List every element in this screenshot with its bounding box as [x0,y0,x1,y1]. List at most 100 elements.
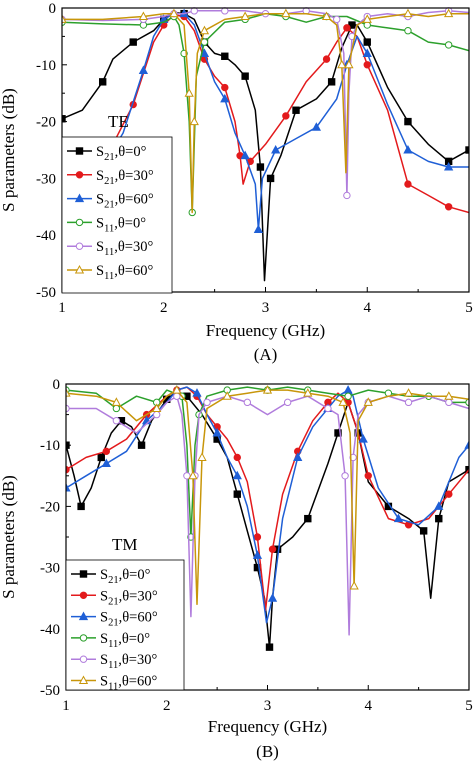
data-point-s2-10 [212,427,222,437]
data-point-s2-12 [232,470,242,480]
data-point-s0-4 [129,38,137,46]
data-point-s5-8 [188,470,198,480]
legend-label: S11,θ=60° [100,674,157,693]
data-point-s2-16 [267,593,278,602]
data-point-s1-28 [444,203,453,211]
legend-marker [74,264,85,274]
data-point-s2-20 [311,122,322,131]
x-tick-label: 5 [465,698,473,714]
legend: S21,θ=0° S21,θ=30° S21,θ=60° S11,θ=0° S11,θ=… [61,136,173,294]
data-point-s4-14 [333,15,341,24]
data-point-s0-16 [256,163,265,171]
data-point-s5-2 [111,397,122,406]
x-tick-label: 3 [264,698,272,714]
data-point-s4-28 [445,398,453,407]
data-point-s2-4 [138,65,149,74]
data-point-s1-24 [364,472,372,480]
mode-label: TE [108,112,129,131]
data-point-s4-14 [243,398,252,407]
data-point-s5-24 [403,8,413,18]
data-point-s1-24 [363,61,371,69]
legend: S21,θ=0° S21,θ=30° S21,θ=60° S11,θ=0° S11,θ=… [65,559,185,693]
x-tick-label: 4 [365,698,373,714]
y-axis-title: S parameters (dB) [0,475,18,599]
data-point-s1-28 [445,490,453,498]
y-axis-title: S parameters (dB) [0,88,18,212]
legend-entry-4: S11,θ=30° [67,239,153,258]
data-point-s5-4 [152,403,162,412]
data-point-s5-20 [344,59,354,69]
legend-entry-1: S21,θ=30° [67,168,154,187]
legend-entry-3: S11,θ=0° [71,631,150,650]
data-point-s5-26 [444,391,454,400]
data-point-s2-14 [252,550,263,559]
data-point-s1-22 [343,24,351,32]
y-tick-label: -40 [40,622,60,638]
x-tick-label: 2 [160,300,168,316]
data-point-s0-14 [241,72,249,80]
y-tick-label: -50 [36,285,56,301]
data-point-s1-12 [221,83,229,92]
legend-label: S11,θ=0° [100,631,150,650]
data-point-s0-26 [334,429,342,437]
legend-entry-1: S21,θ=30° [71,588,158,607]
data-point-s2-30 [464,440,469,449]
data-point-s0-20 [265,643,274,651]
y-tick-label: 0 [49,1,57,17]
data-point-s5-6 [184,88,194,97]
y-tick-label: 0 [53,377,61,393]
y-tick-label: -10 [40,438,60,454]
data-point-s1-2 [102,447,111,456]
legend-marker [79,655,88,663]
panel-label: (A) [254,345,278,364]
data-point-s2-26 [393,513,404,523]
legend-label: S11,θ=30° [96,239,153,258]
data-point-s0-2 [99,78,107,86]
data-point-s2-26 [403,144,413,154]
y-tick-label: -30 [40,561,60,577]
legend-entry-5: S11,θ=60° [71,674,157,693]
data-point-s4-0 [66,404,70,413]
data-point-s1-14 [253,533,262,541]
x-axis-title: Frequency (GHz) [206,321,325,340]
x-tick-label: 3 [262,300,270,316]
data-point-s5-24 [403,388,414,397]
series-group [62,7,469,282]
data-point-s3-22 [444,41,453,49]
legend-marker [75,171,84,179]
data-point-s2-18 [293,452,303,461]
legend-entry-0: S21,θ=0° [67,144,147,163]
data-point-s3-2 [112,404,121,413]
legend-entry-3: S11,θ=0° [67,215,146,234]
legend-label: S21,θ=30° [96,168,154,187]
data-point-s0-0 [62,115,66,123]
data-point-s0-8 [137,441,146,449]
data-point-s5-20 [349,580,359,590]
x-axis-title: Frequency (GHz) [208,717,327,736]
data-point-s0-20 [292,106,300,114]
legend-marker [75,147,84,155]
data-point-s5-26 [444,8,454,18]
data-point-s5-4 [169,8,179,18]
legend-marker [75,218,84,227]
legend-label: S21,θ=60° [96,192,154,211]
data-point-s5-18 [337,59,347,69]
data-point-s0-2 [77,502,85,511]
x-tick-label: 1 [62,698,70,714]
data-point-s1-20 [322,55,331,63]
legend-entry-2: S21,θ=60° [67,192,154,211]
data-point-s0-26 [363,38,371,46]
data-point-s2-18 [271,144,281,154]
data-point-s0-24 [304,514,312,523]
legend-box [65,559,185,691]
data-point-s0-32 [419,527,428,535]
data-point-s5-14 [281,8,291,18]
mode-label: TM [112,535,138,554]
data-point-s5-12 [240,11,250,21]
legend-marker [79,570,88,578]
data-point-s2-14 [240,150,250,160]
data-point-s0-18 [266,174,275,183]
y-tick-label: -50 [40,683,60,699]
data-point-s4-16 [283,398,292,407]
